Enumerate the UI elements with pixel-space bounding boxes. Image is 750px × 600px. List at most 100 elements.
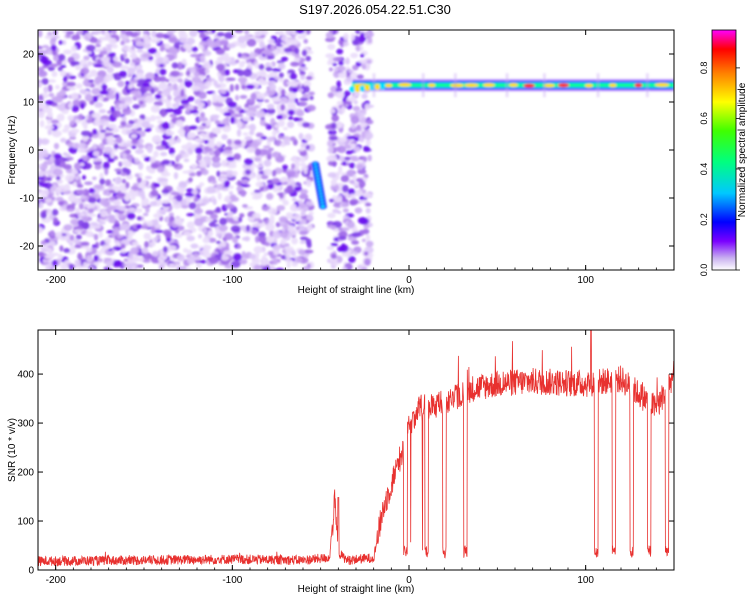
noise-speckle [244, 30, 250, 35]
snr-y-tick-label: 200 [17, 468, 34, 479]
noise-speckle [127, 67, 136, 75]
noise-speckle [180, 150, 185, 154]
noise-speckle [190, 67, 197, 74]
noise-speckle [212, 162, 222, 167]
noise-speckle [220, 88, 227, 95]
noise-speckle [38, 244, 46, 249]
noise-speckle [261, 149, 272, 156]
noise-speckle [71, 45, 77, 52]
noise-speckle [168, 37, 179, 44]
noise-speckle [267, 207, 278, 215]
noise-speckle [235, 59, 240, 64]
noise-speckle [240, 139, 246, 148]
noise-speckle [246, 84, 255, 90]
noise-speckle [244, 158, 254, 166]
noise-speckle [160, 151, 168, 157]
colorbar-tick-label: 0.0 [699, 264, 709, 277]
noise-speckle [42, 44, 49, 49]
noise-speckle [240, 189, 246, 197]
noise-speckle [46, 208, 53, 216]
noise-speckle [122, 107, 132, 116]
noise-speckle [153, 150, 159, 158]
noise-speckle [347, 235, 357, 241]
noise-speckle [231, 236, 238, 243]
noise-speckle [70, 128, 80, 134]
snr-x-label: Height of straight line (km) [298, 584, 415, 595]
noise-speckle [355, 45, 361, 52]
noise-speckle [328, 67, 333, 72]
noise-speckle [132, 104, 140, 110]
tone-streak [596, 73, 600, 98]
noise-speckle [233, 139, 242, 145]
noise-speckle [352, 182, 360, 187]
noise-speckle [226, 138, 232, 145]
noise-speckle [276, 60, 285, 64]
noise-speckle [244, 34, 250, 41]
tone-onset [364, 84, 371, 91]
noise-speckle [338, 235, 347, 241]
noise-speckle [274, 123, 280, 129]
noise-speckle [183, 231, 192, 236]
noise-speckle [256, 138, 264, 143]
noise-speckle [99, 124, 104, 131]
noise-speckle [287, 121, 295, 129]
noise-speckle [40, 211, 47, 219]
noise-speckle [268, 83, 277, 92]
noise-speckle [282, 164, 289, 171]
noise-speckle [71, 169, 79, 175]
noise-speckle [305, 55, 311, 62]
noise-speckle [143, 232, 151, 240]
noise-speckle [64, 183, 71, 192]
noise-speckle [159, 68, 167, 76]
noise-speckle [184, 192, 195, 198]
noise-speckle [149, 200, 158, 207]
noise-speckle [360, 53, 365, 58]
noise-speckle [44, 125, 55, 130]
noise-speckle [188, 172, 196, 177]
noise-speckle [331, 253, 337, 259]
noise-speckle [274, 139, 282, 147]
tone-hotspot [655, 82, 670, 87]
noise-speckle [238, 61, 245, 68]
noise-speckle [142, 259, 151, 263]
noise-speckle [165, 108, 175, 113]
noise-speckle [273, 48, 280, 56]
noise-speckle [271, 68, 282, 72]
noise-speckle [302, 266, 310, 270]
noise-speckle [71, 104, 80, 113]
noise-speckle [124, 194, 131, 202]
noise-speckle [149, 241, 156, 247]
noise-speckle [118, 213, 125, 219]
noise-speckle [134, 173, 140, 178]
tone-hotspot [523, 83, 535, 88]
noise-speckle [342, 161, 347, 166]
noise-speckle [115, 247, 122, 251]
noise-speckle [160, 110, 167, 118]
noise-speckle [157, 119, 164, 124]
noise-speckle [147, 47, 157, 54]
noise-speckle [92, 96, 99, 103]
noise-speckle [275, 222, 281, 228]
noise-speckle [259, 71, 268, 78]
noise-speckle [199, 259, 207, 264]
noise-speckle [135, 72, 144, 77]
noise-speckle [75, 83, 83, 89]
noise-speckle [38, 163, 42, 168]
noise-speckle [290, 61, 300, 67]
noise-speckle [303, 93, 310, 99]
noise-speckle [191, 46, 199, 52]
snr-x-tick-label: -100 [222, 575, 242, 586]
noise-speckle [194, 147, 203, 154]
noise-speckle [63, 49, 73, 55]
noise-speckle [178, 33, 189, 39]
noise-speckle [240, 79, 246, 87]
noise-speckle [293, 117, 300, 122]
noise-speckle [120, 223, 131, 231]
noise-speckle [124, 149, 131, 155]
noise-speckle [186, 213, 195, 217]
noise-speckle [191, 256, 202, 261]
noise-speckle [177, 129, 186, 135]
noise-speckle [365, 104, 375, 108]
noise-speckle [55, 196, 64, 202]
noise-speckle [120, 249, 127, 254]
